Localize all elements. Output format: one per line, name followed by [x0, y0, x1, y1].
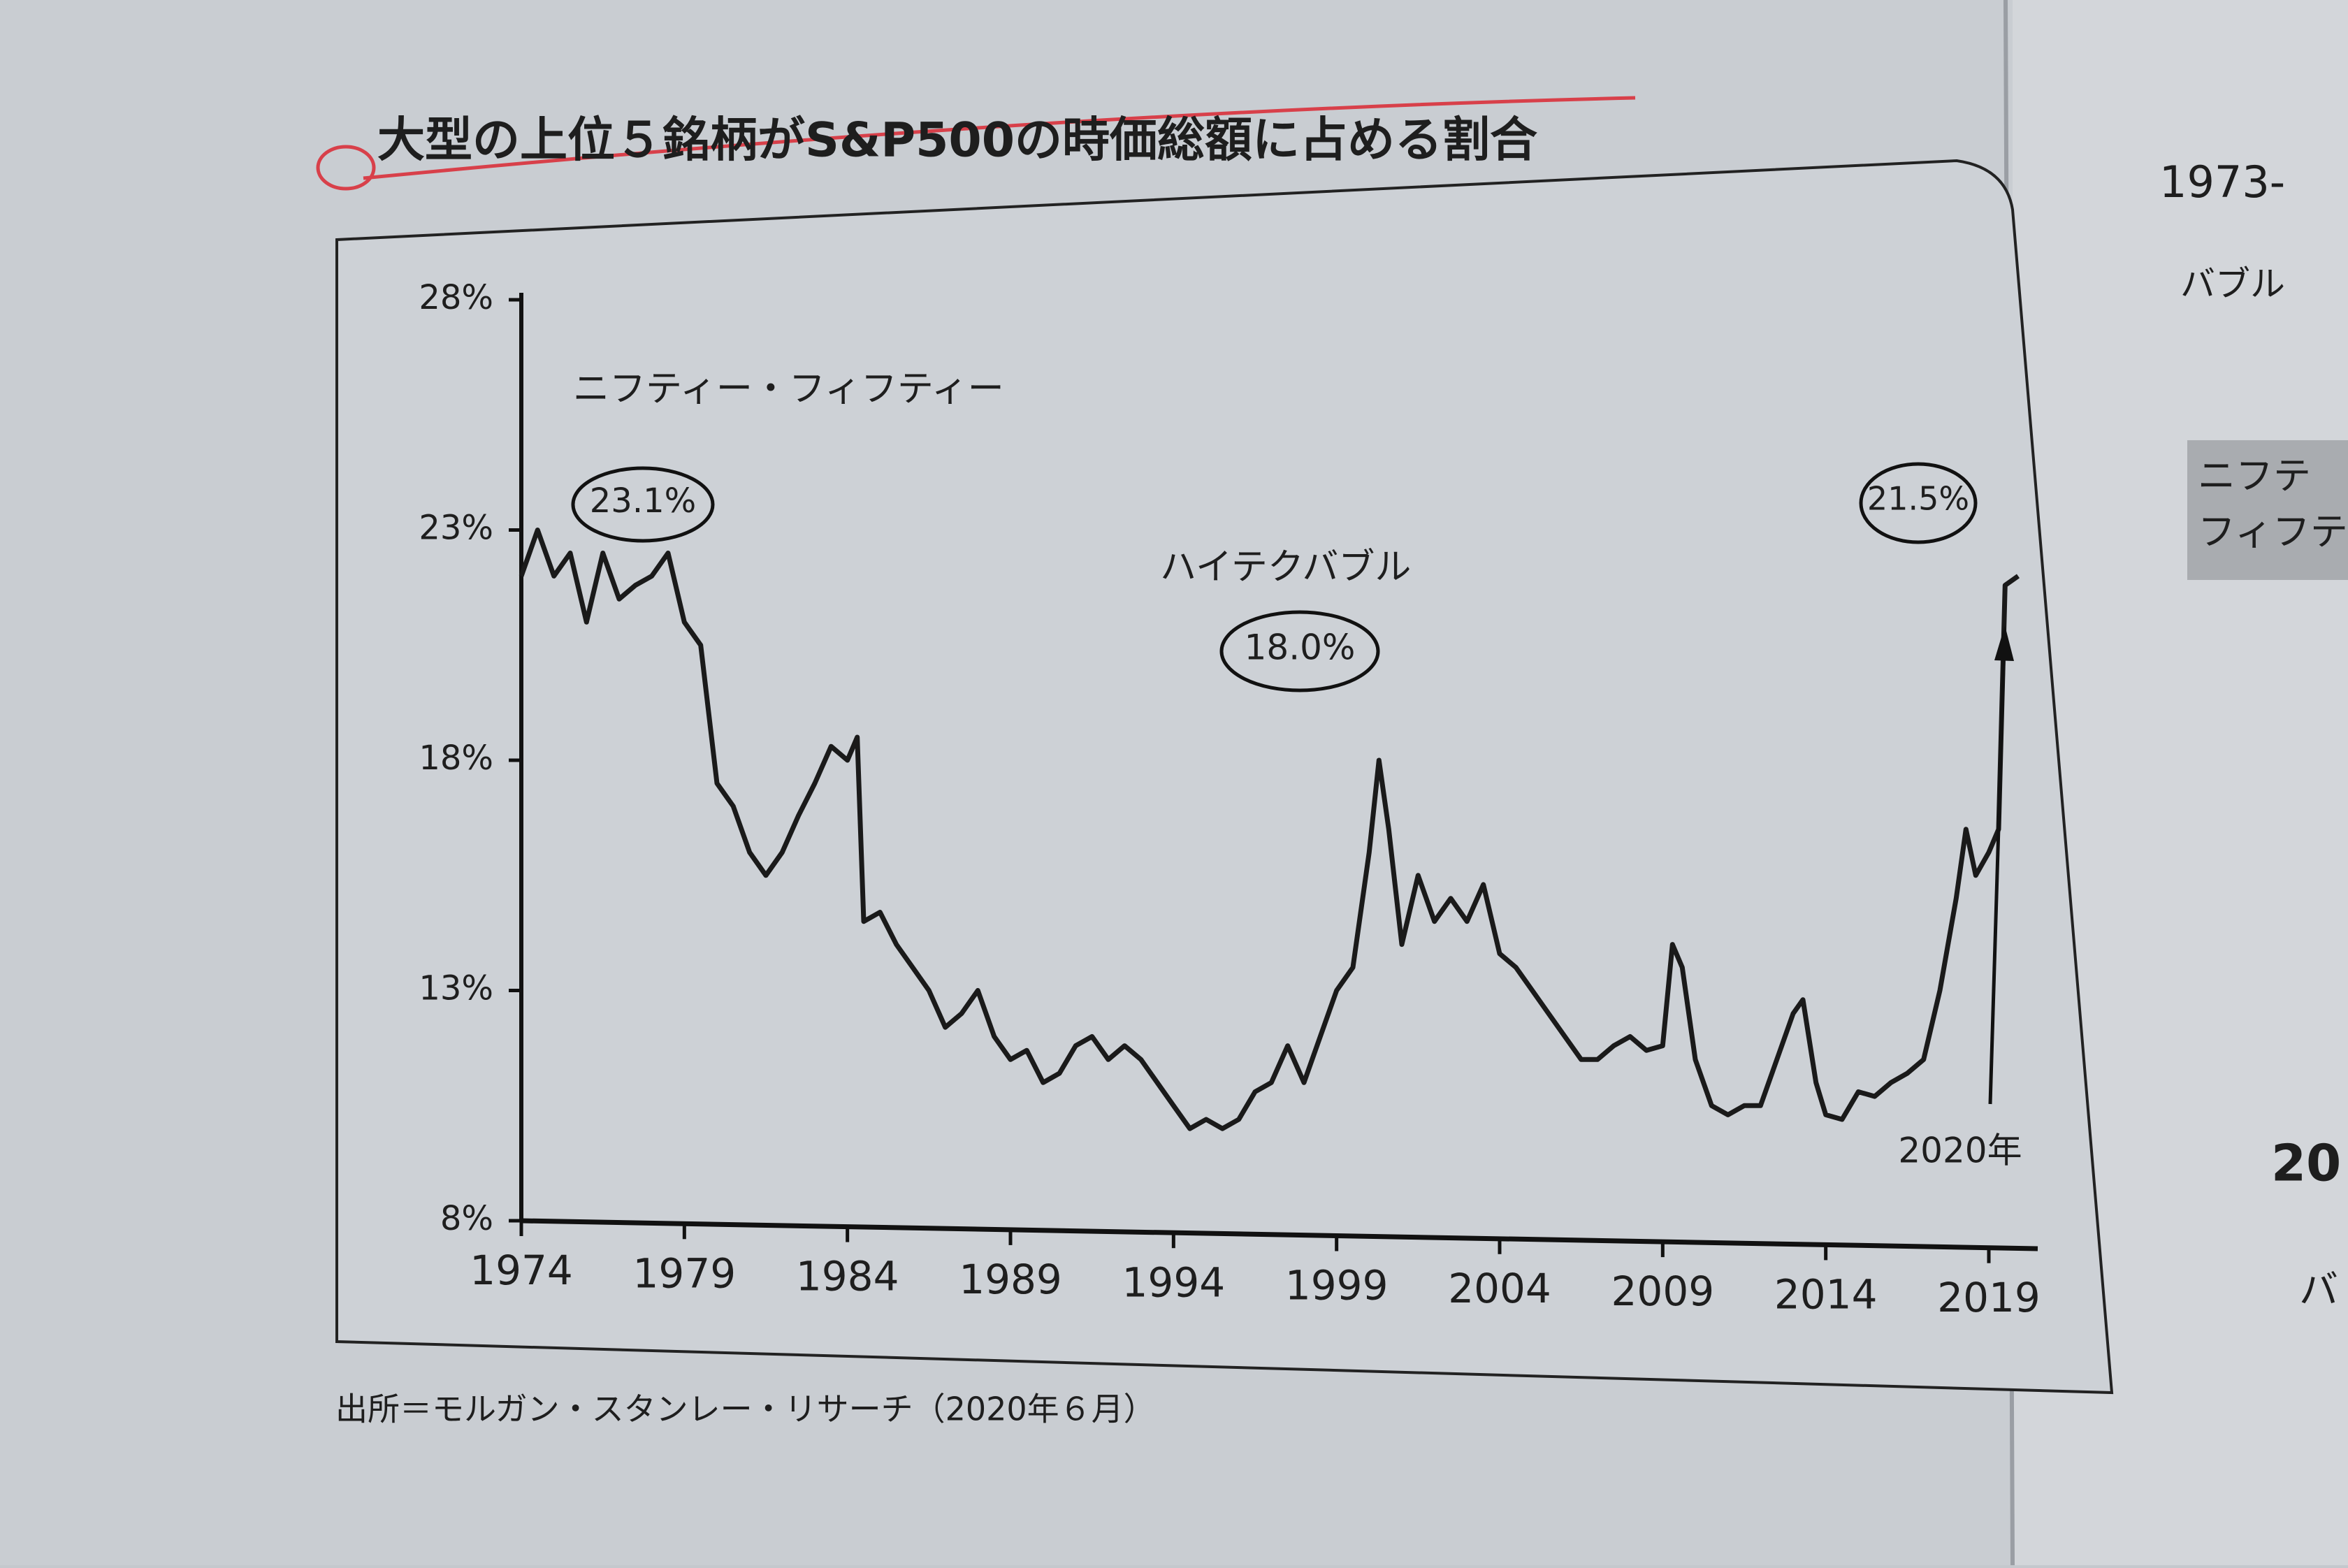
x-tick-label: 2004	[1448, 1265, 1551, 1312]
arrow-head	[1994, 625, 2014, 661]
x-tick-label: 1974	[470, 1247, 573, 1294]
annotation: ハイテクバブル	[1160, 546, 1411, 588]
x-tick-label: 1989	[959, 1256, 1062, 1303]
annotation-circle	[571, 466, 715, 543]
margin-text: 20	[2271, 1134, 2341, 1193]
data-line	[519, 528, 2020, 1131]
chart-title: 大型の上位５銘柄がS&P500の時価総額に占める割合	[377, 113, 1537, 168]
x-tick-label: 2014	[1774, 1271, 1878, 1319]
annotation-circle	[1219, 610, 1380, 692]
annotation: 23.1%	[590, 481, 696, 521]
x-tick-label: 2019	[1937, 1274, 2041, 1321]
red-mark	[316, 145, 376, 191]
margin-text: バブル	[2180, 264, 2285, 305]
x-axis	[521, 1218, 2038, 1251]
y-tick-label: 13%	[419, 969, 493, 1008]
margin-text: バ	[2299, 1268, 2338, 1313]
margin-box	[2187, 440, 2348, 580]
y-tick-label: 28%	[419, 278, 493, 317]
plot: 8% 13% 18% 23% 28% 1974 1979 1984 1989 1994 1999 20…	[419, 278, 2040, 1321]
margin-text: フィフテ	[2198, 510, 2348, 554]
x-tick-label: 1984	[796, 1253, 899, 1300]
x-tick-label: 1994	[1122, 1258, 1226, 1306]
annotation: 21.5%	[1867, 480, 1969, 518]
annotation-circle	[1859, 462, 1978, 544]
red-underline	[363, 96, 1636, 180]
annotation: ニフティー・フィフティー	[573, 368, 1004, 410]
y-tick-label: 8%	[440, 1199, 493, 1238]
x-tick-label: 1999	[1285, 1262, 1389, 1309]
margin-text: ニフテ	[2198, 454, 2311, 498]
y-tick-label: 18%	[419, 739, 493, 778]
margin-text: 1973-	[2159, 157, 2285, 208]
y-tick-label: 23%	[419, 509, 493, 548]
x-tick-label: 1979	[633, 1249, 737, 1297]
source: 出所＝モルガン・スタンレー・リサーチ（2020年６月）	[335, 1391, 1156, 1428]
arrow-shaft	[1988, 642, 2006, 1105]
annotation: 2020年	[1898, 1131, 2022, 1171]
x-tick-label: 2009	[1611, 1268, 1715, 1315]
chart-frame	[335, 159, 2114, 1395]
annotation: 18.0%	[1245, 627, 1356, 668]
